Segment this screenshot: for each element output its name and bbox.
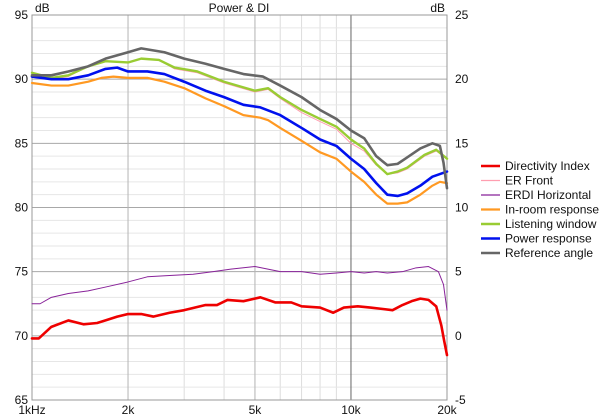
x-axis-ticks: 1kHz 2k 5k 10k 20k	[18, 403, 457, 417]
legend-label: In-room response	[505, 203, 599, 217]
series-layer	[30, 47, 449, 357]
x-axis-tick-label: 1kHz	[18, 403, 45, 417]
right-axis-tick-label: 25	[455, 8, 469, 22]
left-axis-tick-label: 65	[15, 393, 29, 407]
legend-label: ER Front	[505, 174, 554, 188]
legend-item: ERDI Horizontal	[481, 188, 591, 202]
x-axis-tick-label: 20k	[437, 403, 457, 417]
series-line-reference-angle	[30, 47, 449, 190]
series-line-directivity-index	[30, 296, 449, 357]
legend-label: Listening window	[505, 217, 597, 231]
series-line-power-response	[30, 66, 449, 198]
legend-item: ER Front	[481, 174, 554, 188]
legend-item: Directivity Index	[481, 159, 590, 173]
series-line-listening-window	[30, 57, 449, 176]
left-axis-tick-label: 95	[15, 8, 29, 22]
right-axis-unit: dB	[430, 1, 445, 15]
right-axis-tick-label: -5	[455, 393, 466, 407]
left-axis-unit: dB	[35, 1, 50, 15]
legend-item: In-room response	[481, 203, 599, 217]
legend-label: Reference angle	[505, 246, 593, 260]
left-axis-tick-label: 80	[15, 201, 29, 215]
series-line-in-room-response	[30, 75, 449, 205]
legend-item: Reference angle	[481, 246, 593, 260]
left-axis-tick-label: 70	[15, 329, 29, 343]
chart-title: Power & DI	[209, 1, 270, 15]
legend-label: Directivity Index	[505, 159, 590, 173]
right-axis-tick-label: 10	[455, 201, 469, 215]
legend-label: ERDI Horizontal	[505, 188, 591, 202]
legend-label: Power response	[505, 232, 592, 246]
legend-item: Power response	[481, 232, 592, 246]
right-axis-ticks: -5 0 5 10 15 20 25	[455, 8, 469, 407]
left-axis-tick-label: 90	[15, 72, 29, 86]
right-axis-tick-label: 0	[455, 329, 462, 343]
series-line-erdi-horizontal	[31, 266, 448, 311]
left-axis-tick-label: 85	[15, 136, 29, 150]
x-axis-tick-label: 5k	[249, 403, 263, 417]
x-axis-tick-label: 10k	[341, 403, 361, 417]
left-axis-ticks: 65 70 75 80 85 90 95	[15, 8, 29, 407]
right-axis-tick-label: 15	[455, 136, 469, 150]
plot-frame	[31, 14, 448, 401]
left-axis-tick-label: 75	[15, 265, 29, 279]
x-axis-tick-label: 2k	[122, 403, 136, 417]
legend-item: Listening window	[481, 217, 597, 231]
right-axis-tick-label: 20	[455, 72, 469, 86]
right-axis-tick-label: 5	[455, 265, 462, 279]
